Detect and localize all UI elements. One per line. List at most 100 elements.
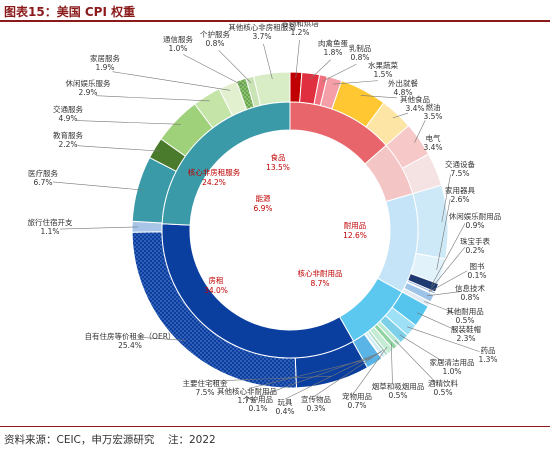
note-text: 注：2022 (168, 434, 216, 446)
outer-label-value-1: 1.8% (323, 48, 342, 57)
leader-line-21 (314, 349, 384, 397)
leader-line-19 (391, 343, 393, 385)
outer-label-value-29: 2.2% (58, 140, 77, 149)
outer-label-name-30: 交通服务 (53, 104, 83, 114)
leader-line-32 (112, 71, 231, 91)
outer-label-value-24: 1.7% (237, 396, 256, 405)
outer-label-value-3: 1.5% (373, 70, 392, 79)
inner-label-name-4: 房租 (209, 275, 224, 285)
inner-label-name-0: 食品 (271, 152, 286, 162)
outer-label-value-10: 0.9% (465, 221, 484, 230)
outer-label-value-32: 1.9% (95, 63, 114, 72)
outer-label-value-14: 0.5% (455, 316, 474, 325)
leader-line-6 (414, 120, 426, 143)
leader-line-25 (209, 375, 332, 382)
outer-label-value-33: 1.0% (168, 44, 187, 53)
outer-label-name-9: 家用器具 (445, 185, 475, 195)
outer-label-value-11: 0.2% (465, 246, 484, 255)
leader-line-27 (59, 226, 139, 230)
leader-line-34 (218, 50, 252, 84)
outer-label-name-28: 医疗服务 (28, 168, 58, 178)
outer-label-name-0: 谷物和烘培 (281, 22, 319, 28)
outer-label-name-15: 服装鞋帽 (451, 324, 481, 334)
inner-label-value-3: 8.7% (310, 279, 329, 288)
leader-line-12 (428, 270, 468, 293)
outer-label-name-31: 休闲娱乐服务 (66, 78, 111, 88)
leader-line-11 (429, 246, 466, 291)
inner-label-value-1: 6.9% (253, 204, 272, 213)
inner-label-name-1: 能源 (256, 193, 271, 203)
outer-label-value-7: 3.4% (423, 143, 442, 152)
leader-line-8 (441, 174, 451, 223)
outer-label-name-23: 个护用品 (243, 394, 273, 404)
leader-line-17 (399, 334, 445, 363)
outer-label-name-19: 烟草和吸烟用品 (372, 381, 425, 391)
footer: 资料来源：CEIC，申万宏源研究 注：2022 (0, 426, 550, 450)
outer-label-value-35: 3.7% (252, 32, 271, 41)
outer-label-value-18: 0.5% (433, 388, 452, 397)
inner-ring (161, 101, 419, 359)
leader-line-5 (392, 112, 408, 119)
outer-label-name-5: 其他食品 (400, 94, 430, 104)
outer-label-name-2: 乳制品 (349, 43, 372, 53)
outer-label-value-2: 0.8% (350, 53, 369, 62)
outer-label-name-29: 教育服务 (53, 130, 83, 140)
outer-label-value-21: 0.3% (306, 404, 325, 413)
outer-label-name-11: 珠宝手表 (460, 236, 490, 246)
leader-line-20 (353, 346, 388, 394)
leader-line-26 (138, 336, 186, 341)
leader-line-29 (77, 145, 161, 152)
outer-label-value-13: 0.8% (460, 293, 479, 302)
outer-label-name-12: 图书 (470, 261, 485, 271)
source-text: 资料来源：CEIC，申万宏源研究 (4, 434, 155, 446)
leader-line-4 (360, 95, 397, 99)
outer-label-name-17: 家居清洁用品 (430, 357, 475, 367)
outer-label-value-4: 4.8% (393, 88, 412, 97)
leader-line-13 (426, 291, 461, 297)
outer-label-value-22: 0.4% (275, 407, 294, 416)
outer-label-name-6: 燃油 (426, 102, 441, 112)
outer-label-value-28: 6.7% (33, 178, 52, 187)
outer-label-name-10: 休闲娱乐耐用品 (449, 211, 502, 221)
outer-label-name-22: 玩具 (278, 398, 293, 407)
outer-label-value-23: 0.1% (248, 404, 267, 413)
outer-label-value-25: 7.5% (195, 388, 214, 397)
outer-label-name-32: 家居服务 (90, 53, 120, 63)
leader-line-28 (52, 181, 144, 191)
leader-line-24 (249, 358, 372, 389)
outer-label-name-4: 外出就餐 (388, 78, 418, 88)
outer-label-value-17: 1.0% (442, 367, 461, 376)
leader-line-30 (76, 120, 181, 125)
outer-label-value-6: 3.5% (423, 112, 442, 121)
outer-label-name-18: 酒精饮料 (428, 378, 458, 388)
leader-line-15 (417, 312, 458, 332)
leader-line-18 (394, 339, 437, 383)
outer-label-value-12: 0.1% (467, 271, 486, 280)
outer-label-value-16: 1.3% (478, 355, 497, 364)
outer-label-name-8: 交通设备 (445, 159, 475, 169)
outer-label-name-33: 通信服务 (163, 34, 193, 44)
outer-label-name-14: 其他耐用品 (446, 306, 484, 316)
outer-label-name-7: 电气 (426, 133, 441, 143)
outer-label-name-27: 旅行住宿开支 (28, 217, 73, 227)
outer-label-value-26: 25.4% (118, 341, 142, 350)
leader-line-0 (295, 39, 300, 79)
outer-label-name-35: 其他核心非房租服务 (228, 22, 296, 32)
outer-label-name-20: 宠物用品 (342, 391, 372, 401)
leader-line-10 (431, 223, 466, 286)
outer-label-name-3: 水果蔬菜 (368, 60, 398, 70)
inner-label-name-3: 核心非耐用品 (298, 268, 343, 278)
outer-label-value-15: 2.3% (456, 334, 475, 343)
leader-line-3 (332, 80, 378, 85)
outer-label-value-0: 1.2% (290, 28, 309, 37)
outer-label-name-21: 宣传物品 (301, 394, 331, 404)
leader-line-16 (407, 326, 480, 352)
leader-line-14 (424, 301, 457, 314)
chart-title: 图表15：美国 CPI 权重 (4, 5, 136, 19)
outer-ring (131, 71, 449, 389)
outer-label-name-34: 个护服务 (200, 29, 230, 39)
leader-line-33 (183, 54, 244, 86)
outer-label-name-25: 主要住宅租金 (183, 378, 228, 388)
